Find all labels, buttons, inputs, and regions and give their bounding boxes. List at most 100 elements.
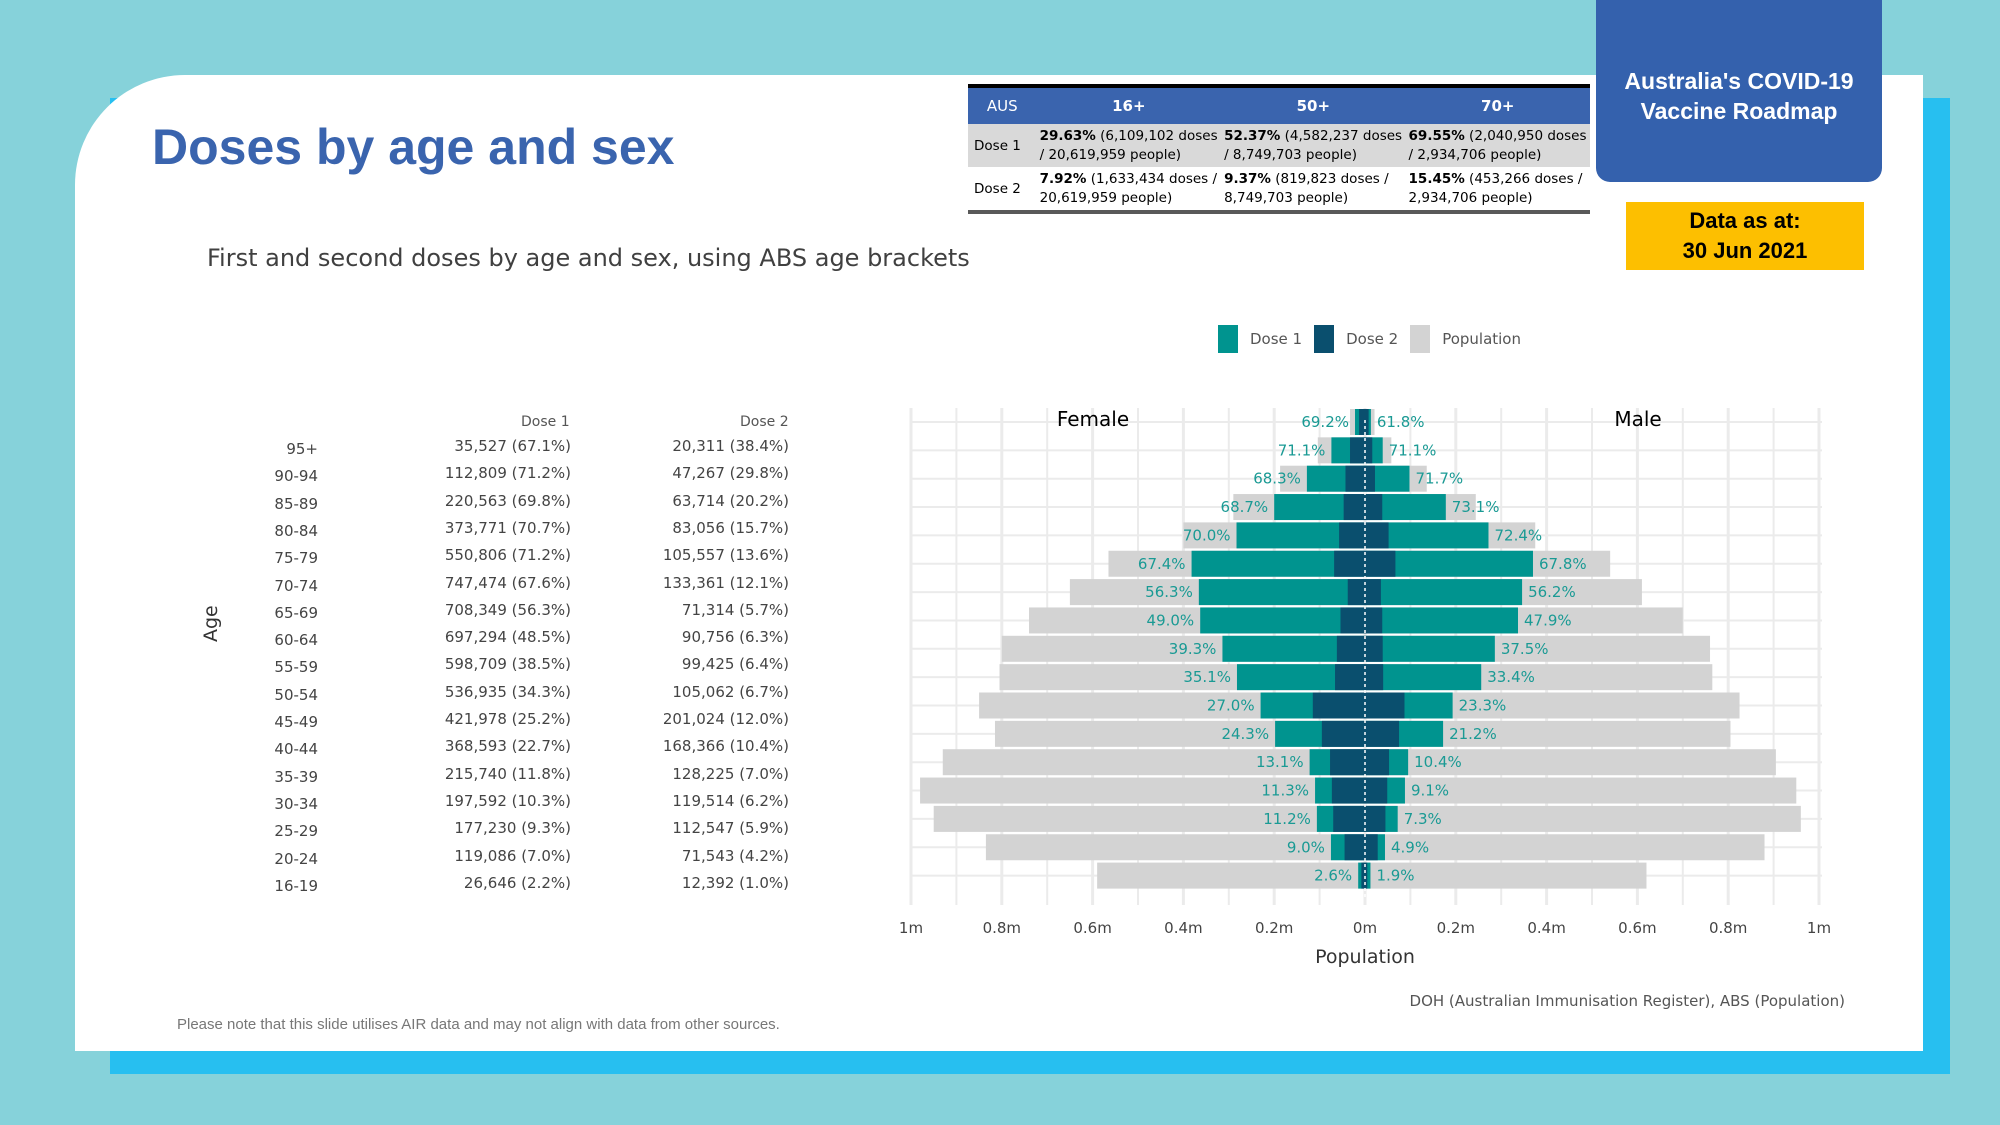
dose1-value: 708,349 (56.3%) — [444, 600, 571, 619]
aus-summary-table: AUS 16+ 50+ 70+ Dose 1 29.63% (6,109,102… — [968, 84, 1590, 214]
aus-table-header: AUS 16+ 50+ 70+ — [968, 84, 1590, 124]
male-pct-label: 56.2% — [1528, 583, 1576, 601]
age-label: 45-49 — [274, 713, 318, 731]
dose1-value: 215,740 (11.8%) — [444, 764, 571, 783]
dose1-value: 536,935 (34.3%) — [444, 682, 571, 701]
x-tick-label: 0.2m — [1255, 919, 1293, 937]
female-dose1-bar — [1198, 579, 1365, 606]
roadmap-line-1: Australia's COVID-19 — [1624, 68, 1854, 94]
age-label: 35-39 — [274, 767, 318, 786]
male-dose2-bar — [1365, 579, 1381, 606]
male-pct-label: 73.1% — [1452, 498, 1500, 516]
x-tick-label: 0m — [1353, 919, 1377, 937]
dose2-value: 133,361 (12.1%) — [662, 573, 789, 592]
age-label: 55-59 — [274, 658, 318, 677]
age-16-header: 16+ — [1036, 84, 1222, 124]
male-pct-label: 1.9% — [1376, 867, 1414, 885]
x-tick-label: 0.8m — [983, 919, 1021, 937]
data-as-at-badge: Data as at: 30 Jun 2021 — [1626, 202, 1864, 270]
female-dose2-bar — [1333, 805, 1365, 832]
dose2-value: 112,547 (5.9%) — [672, 819, 789, 838]
female-dose2-bar — [1330, 749, 1365, 776]
chart-legend: Dose 1 Dose 2 Population — [1218, 324, 1533, 354]
age-label: 20-24 — [274, 849, 318, 868]
male-dose2-bar — [1365, 550, 1396, 577]
legend-label: Population — [1442, 330, 1521, 348]
dose1-value: 697,294 (48.5%) — [444, 628, 571, 647]
female-pct-label: 13.1% — [1256, 753, 1304, 771]
male-dose2-bar — [1365, 862, 1368, 889]
dose1-value: 119,086 (7.0%) — [454, 846, 571, 865]
female-pct-label: 24.3% — [1221, 725, 1269, 743]
male-dose1-bar — [1365, 635, 1495, 662]
female-pct-label: 71.1% — [1278, 441, 1326, 459]
dose2-value: 12,392 (1.0%) — [681, 873, 789, 892]
male-population-bar — [1365, 834, 1765, 861]
female-pct-label: 9.0% — [1287, 838, 1325, 856]
legend-swatch — [1314, 325, 1335, 353]
male-dose2-bar — [1365, 409, 1369, 435]
age-label: 85-89 — [274, 494, 318, 513]
age-label: 50-54 — [274, 685, 318, 704]
roadmap-line-2: Vaccine Roadmap — [1640, 98, 1838, 124]
dose2-value: 168,366 (10.4%) — [662, 737, 789, 756]
female-pct-label: 68.3% — [1253, 470, 1301, 488]
dose1-value: 35,527 (67.1%) — [454, 437, 571, 455]
dose1-value: 747,474 (67.6%) — [444, 573, 571, 592]
male-dose2-bar — [1365, 805, 1386, 832]
male-dose2-bar — [1365, 664, 1384, 691]
data-as-at-label: Data as at: — [1689, 208, 1801, 233]
legend-swatch — [1410, 325, 1431, 353]
male-dose2-bar — [1365, 522, 1389, 549]
dose1-value: 421,978 (25.2%) — [444, 710, 571, 728]
x-tick-label: 1m — [1807, 919, 1831, 937]
male-population-bar — [1365, 749, 1776, 776]
data-as-at-date: 30 Jun 2021 — [1682, 238, 1808, 263]
female-pct-label: 49.0% — [1147, 611, 1195, 629]
female-dose1-bar — [1200, 607, 1365, 634]
age-label: 75-79 — [274, 549, 318, 568]
dose1-value: 373,771 (70.7%) — [444, 518, 571, 537]
female-pct-label: 2.6% — [1314, 867, 1352, 885]
female-pct-label: 35.1% — [1183, 668, 1231, 686]
age-label: 40-44 — [274, 740, 318, 759]
female-dose2-bar — [1331, 777, 1365, 804]
age-label: 95+ — [286, 440, 318, 458]
dose2-value: 20,311 (38.4%) — [672, 437, 789, 455]
dose1-value: 177,230 (9.3%) — [454, 819, 571, 838]
dose2-row: Dose 2 7.92% (1,633,434 doses / 20,619,9… — [968, 167, 1590, 214]
male-pct-label: 61.8% — [1377, 413, 1425, 431]
male-pct-label: 23.3% — [1459, 697, 1507, 715]
age-label: 70-74 — [274, 576, 318, 595]
x-tick-label: 0.4m — [1164, 919, 1202, 937]
dose2-value: 90,756 (6.3%) — [681, 628, 789, 647]
male-dose2-bar — [1365, 749, 1390, 776]
age-label: 30-34 — [274, 794, 318, 813]
male-pct-label: 72.4% — [1494, 526, 1542, 544]
dose2-value: 63,714 (20.2%) — [672, 491, 789, 510]
female-pct-label: 69.2% — [1301, 413, 1349, 431]
age-label: 80-84 — [274, 521, 318, 540]
x-tick-label: 0.6m — [1073, 919, 1111, 937]
legend-item-dose1: Dose 1 — [1218, 325, 1302, 353]
dose2-value: 119,514 (6.2%) — [672, 791, 789, 810]
x-axis-title: Population — [1315, 946, 1415, 968]
dose1-value: 112,809 (71.2%) — [444, 464, 571, 483]
table-cell: 7.92% (1,633,434 doses / 20,619,959 peop… — [1036, 167, 1222, 214]
dose2-value: 47,267 (29.8%) — [672, 464, 789, 483]
male-dose2-bar — [1365, 635, 1383, 662]
male-pct-label: 47.9% — [1524, 611, 1572, 629]
age-50-header: 50+ — [1221, 84, 1406, 124]
legend-label: Dose 1 — [1250, 330, 1303, 348]
female-population-bar — [985, 834, 1365, 861]
male-population-bar — [1365, 805, 1801, 832]
female-dose2-bar — [1321, 720, 1365, 747]
male-dose1-bar — [1365, 664, 1482, 691]
male-dose2-bar — [1365, 465, 1375, 492]
female-population-bar — [933, 805, 1365, 832]
female-pct-label: 11.3% — [1261, 782, 1309, 800]
male-dose2-bar — [1365, 834, 1378, 861]
male-pct-label: 10.4% — [1414, 753, 1462, 771]
legend-item-dose2: Dose 2 — [1314, 325, 1398, 353]
